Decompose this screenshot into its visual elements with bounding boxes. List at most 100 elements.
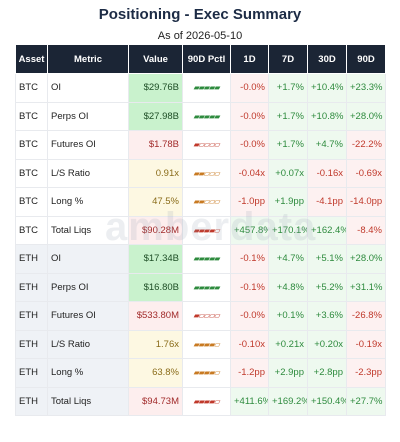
asset: BTC (15, 101, 48, 131)
column-header: Value (128, 44, 183, 74)
column-header: 90D (346, 44, 386, 74)
percentile: ▰▰▱▱▱ (182, 158, 231, 188)
table-row: ETH Perps OI $16.80B ▰▰▰▰▰ -0.1% +4.8% +5.2% +3… (15, 272, 386, 302)
value: $94.73M (128, 386, 183, 416)
change: -0.0% (230, 73, 269, 103)
table-row: BTC Perps OI $27.98B ▰▰▰▰▰ -0.0% +1.7% +10.8% +… (15, 101, 386, 131)
value: $16.80B (128, 272, 183, 302)
metric: Futures OI (47, 301, 129, 331)
percentile: ▰▱▱▱▱ (182, 301, 231, 331)
asset: BTC (15, 130, 48, 160)
change: +2.9pp (268, 358, 308, 388)
change: +1.7% (268, 101, 308, 131)
header-row: Asset Metric Value 90D Pctl 1D 7D 30D 90D (15, 44, 386, 74)
asset: BTC (15, 215, 48, 245)
value: $90.28M (128, 215, 183, 245)
change: -8.4% (346, 215, 386, 245)
change: +5.1% (307, 244, 347, 274)
column-header: Metric (47, 44, 129, 74)
metric: Long % (47, 358, 129, 388)
column-header: 7D (268, 44, 308, 74)
table-row: ETH OI $17.34B ▰▰▰▰▰ -0.1% +4.7% +5.1% +28.0% (15, 244, 386, 274)
change: +4.8% (268, 272, 308, 302)
metric: Total Liqs (47, 215, 129, 245)
metric: L/S Ratio (47, 158, 129, 188)
change: +1.7% (268, 73, 308, 103)
change: +10.8% (307, 101, 347, 131)
change: +0.21x (268, 329, 308, 359)
change: +27.7% (346, 386, 386, 416)
table-row: BTC OI $29.76B ▰▰▰▰▰ -0.0% +1.7% +10.4% +23.3% (15, 73, 386, 103)
value: $17.34B (128, 244, 183, 274)
value: 63.8% (128, 358, 183, 388)
title: Positioning - Exec Summary (98, 6, 302, 23)
metric: Perps OI (47, 101, 129, 131)
asset: ETH (15, 301, 48, 331)
percentile: ▰▰▰▰▱ (182, 329, 231, 359)
asset: ETH (15, 244, 48, 274)
change: -26.8% (346, 301, 386, 331)
percentile: ▰▱▱▱▱ (182, 130, 231, 160)
change: -0.69x (346, 158, 386, 188)
percentile: ▰▰▰▰▰ (182, 272, 231, 302)
table-row: ETH Total Liqs $94.73M ▰▰▰▰▱ +411.6% +169.2% +… (15, 386, 386, 416)
metric: OI (47, 244, 129, 274)
change: +411.6% (230, 386, 269, 416)
change: +4.7% (268, 244, 308, 274)
change: +0.20x (307, 329, 347, 359)
value: $27.98B (128, 101, 183, 131)
percentile: ▰▰▰▰▱ (182, 386, 231, 416)
percentile: ▰▰▰▰▰ (182, 244, 231, 274)
asset: ETH (15, 329, 48, 359)
change: -0.04x (230, 158, 269, 188)
change: +169.2% (268, 386, 308, 416)
change: +31.1% (346, 272, 386, 302)
change: +162.4% (307, 215, 347, 245)
asset: BTC (15, 73, 48, 103)
value: 47.5% (128, 187, 183, 217)
value: $533.80M (128, 301, 183, 331)
change: +23.3% (346, 73, 386, 103)
change: +1.7% (268, 130, 308, 160)
table-row: ETH Futures OI $533.80M ▰▱▱▱▱ -0.0% +0.1% +3.6… (15, 301, 386, 331)
change: -0.1% (230, 244, 269, 274)
column-header: 30D (307, 44, 347, 74)
value: $29.76B (128, 73, 183, 103)
table-row: BTC Futures OI $1.78B ▰▱▱▱▱ -0.0% +1.7% +4.7% -… (15, 130, 386, 160)
change: -22.2% (346, 130, 386, 160)
change: -0.19x (346, 329, 386, 359)
change: +28.0% (346, 244, 386, 274)
change: -1.2pp (230, 358, 269, 388)
table-body: BTC OI $29.76B ▰▰▰▰▰ -0.0% +1.7% +10.4% +23.3% B… (15, 73, 386, 416)
change: +170.1% (268, 215, 308, 245)
metric: Long % (47, 187, 129, 217)
change: +2.8pp (307, 358, 347, 388)
table-row: ETH L/S Ratio 1.76x ▰▰▰▰▱ -0.10x +0.21x +0.20x… (15, 329, 386, 359)
change: -0.0% (230, 301, 269, 331)
percentile: ▰▰▰▰▱ (182, 215, 231, 245)
change: -0.10x (230, 329, 269, 359)
value: $1.78B (128, 130, 183, 160)
percentile: ▰▰▱▱▱ (182, 187, 231, 217)
change: -0.1% (230, 272, 269, 302)
metric: Total Liqs (47, 386, 129, 416)
table-row: BTC Long % 47.5% ▰▰▱▱▱ -1.0pp +1.9pp -4.1pp -14… (15, 187, 386, 217)
subtitle: As of 2026-05-10 (157, 30, 243, 42)
percentile: ▰▰▰▰▱ (182, 358, 231, 388)
change: +0.1% (268, 301, 308, 331)
table-row: BTC Total Liqs $90.28M ▰▰▰▰▱ +457.8% +170.1% +… (15, 215, 386, 245)
metric: Perps OI (47, 272, 129, 302)
change: -1.0pp (230, 187, 269, 217)
column-header: 90D Pctl (182, 44, 231, 74)
asset: BTC (15, 158, 48, 188)
asset: ETH (15, 358, 48, 388)
value: 1.76x (128, 329, 183, 359)
change: -0.0% (230, 130, 269, 160)
asset: BTC (15, 187, 48, 217)
asset: ETH (15, 272, 48, 302)
metric: L/S Ratio (47, 329, 129, 359)
table-row: ETH Long % 63.8% ▰▰▰▰▱ -1.2pp +2.9pp +2.8pp -2.… (15, 358, 386, 388)
change: +4.7% (307, 130, 347, 160)
change: -2.3pp (346, 358, 386, 388)
summary-table: Asset Metric Value 90D Pctl 1D 7D 30D 90D BTC OI… (15, 44, 386, 416)
